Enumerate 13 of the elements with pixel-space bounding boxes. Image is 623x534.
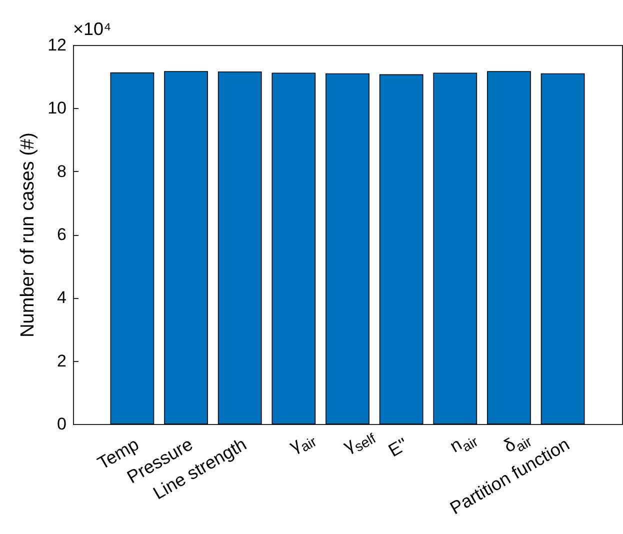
y-tick-label: 12 (48, 36, 66, 54)
y-tick-label: 10 (48, 98, 66, 118)
y-axis-title: Number of run cases (#) (18, 132, 39, 338)
y-tick-label: 0 (57, 414, 66, 434)
y-tick-label: 6 (57, 225, 66, 244)
category-label: nair (446, 433, 481, 456)
y-tick-label: 2 (57, 351, 66, 370)
y-tick-label: 8 (57, 162, 66, 181)
y-tick-label: 4 (57, 288, 66, 308)
x-tick-label: E'' (384, 434, 412, 461)
text: ×10⁴ (73, 19, 112, 39)
category-label: γair (286, 433, 320, 456)
category-label: γself (340, 430, 378, 456)
